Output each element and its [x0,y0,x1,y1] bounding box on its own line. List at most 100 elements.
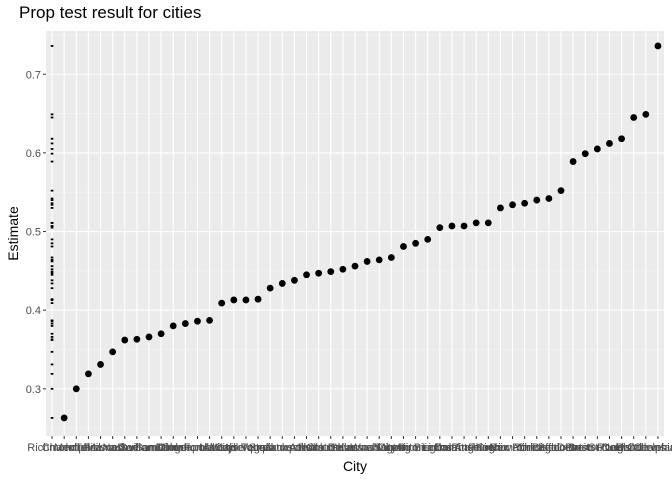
x-tick-label: San Francisco [489,442,559,454]
interval-tick [50,363,54,366]
interval-tick [50,338,54,341]
interval-tick [50,203,54,206]
interval-tick [50,417,54,419]
x-tick-label: Omaha [434,442,471,454]
data-point [484,219,492,227]
x-tick-label: Memphis [54,442,99,454]
data-point [533,196,541,204]
interval-tick [50,272,54,275]
data-point [351,262,359,270]
data-point [569,158,577,165]
x-tick-label: Richmond [27,442,77,454]
interval-tick [50,325,54,327]
interval-tick [50,258,54,261]
interval-tick [50,152,54,155]
x-tick-label: Milwaukee [87,442,139,454]
interval-tick [50,113,54,116]
x-tick-label: Durham [117,442,156,454]
data-point [472,219,480,227]
interval-tick [50,260,54,263]
chart-title: Prop test result for cities [19,3,202,22]
interval-tick [50,199,54,201]
data-point [230,296,238,304]
data-point [557,187,565,195]
x-tick-label: Dallas [328,442,359,454]
x-axis-label: City [343,458,367,474]
interval-tick [50,350,54,353]
data-point [642,110,650,118]
x-tick-label: Denver [156,442,192,454]
interval-tick [50,238,54,241]
x-tick-label: Sacramento [119,442,178,454]
x-tick-label: Stockton [249,442,292,454]
x-tick-label: Nashville [102,442,147,454]
interval-tick [50,245,54,248]
data-point [424,235,432,243]
interval-tick [50,336,54,338]
data-point [60,414,68,422]
x-tick-label: Lincoln [422,442,457,454]
x-tick-label: Oklahoma City [161,442,234,454]
x-tick-label: Oakland [601,442,642,454]
data-point [460,222,468,230]
x-tick-label: New York [489,442,536,454]
x-tick-label: Tampa [242,442,276,454]
x-tick-label: New Orleans [602,442,666,454]
interval-tick [50,287,54,290]
interval-tick [50,142,54,145]
interval-tick [50,137,54,140]
data-point [121,336,129,344]
x-axis: RichmondCharlotteMemphisTulsaFresnoMilwa… [27,436,672,454]
x-tick-label: Tulsa [75,442,102,454]
y-tick-label: 0.7 [26,69,41,81]
interval-tick [50,265,54,268]
y-tick-label: 0.4 [26,305,41,317]
data-point [133,335,141,343]
data-point [630,114,638,121]
interval-tick [50,221,54,224]
x-tick-label: Long Beach [386,442,445,454]
interval-tick [50,322,54,325]
interval-tick [50,372,54,375]
interval-tick [50,268,54,271]
x-tick-label: Chicago [517,442,557,454]
data-point [97,361,104,368]
x-tick-label: San Antonio [374,442,433,454]
interval-tick [50,207,54,209]
data-point [266,284,274,292]
y-tick-label: 0.5 [26,227,41,239]
x-tick-label: Los Angeles [434,442,494,454]
y-tick-label: 0.3 [26,384,41,396]
x-tick-label: Columbus [306,442,356,454]
x-tick-label: Boston [568,442,602,454]
x-tick-label: Cincinnati [476,442,524,454]
data-point [218,299,226,307]
x-tick-label: Pittsburgh [451,442,501,454]
data-point [315,269,323,277]
data-point [157,330,165,338]
interval-tick [50,189,54,192]
data-point [618,135,625,143]
grid-major [46,31,664,436]
x-tick-label: Atlanta [289,442,324,454]
interval-tick [50,226,54,229]
interval-tick [50,116,54,119]
data-point [327,268,335,276]
x-tick-label: Minneapolis [156,442,215,454]
data-point [448,222,456,230]
x-tick-label: Las Vegas [220,442,272,454]
x-tick-label: Phoenix [468,442,508,454]
data-point [254,295,262,303]
data-point [145,333,153,341]
data-point [400,243,407,250]
data-point [412,239,419,247]
interval-tick [50,148,54,150]
interval-ticks [50,45,54,419]
data-point [363,258,371,265]
data-point [291,276,298,284]
data-point [436,224,444,232]
x-tick-label: Kansas City [338,442,397,454]
x-tick-label: Fresno [83,442,117,454]
